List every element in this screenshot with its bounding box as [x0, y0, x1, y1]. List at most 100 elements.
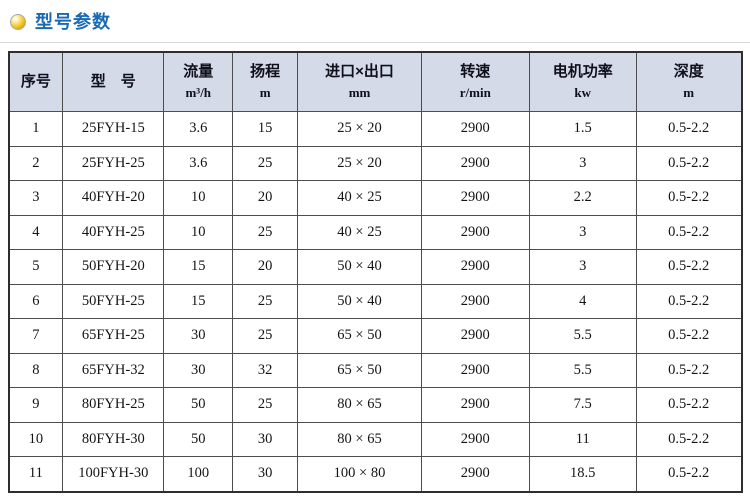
table-cell: 2900 — [421, 456, 530, 492]
table-cell: 2900 — [421, 145, 530, 181]
table-cell: 65FYH-25 — [62, 318, 165, 354]
table-cell: 30 — [163, 352, 234, 388]
table-row: 5 50FYH-20 15 20 50 × 40 2900 3 0.5-2.2 — [7, 249, 743, 285]
table-cell: 5.5 — [528, 352, 637, 388]
table-cell: 100FYH-30 — [62, 456, 165, 492]
table-cell: 3 — [528, 214, 637, 250]
table-cell: 50 — [163, 421, 234, 457]
table-cell: 50 — [163, 387, 234, 423]
table-row: 9 80FYH-25 50 25 80 × 65 2900 7.5 0.5-2.2 — [7, 387, 743, 423]
table-cell: 0.5-2.2 — [635, 180, 743, 216]
column-header: 流量 m³/h — [163, 51, 234, 112]
table-cell: 25 — [232, 318, 298, 354]
table-cell: 7 — [7, 318, 64, 354]
header-row: 序号 型 号 流量 m³/h 扬程 m 进口×出口 mm 转速 r/min 电机功率 kw 深度 m — [7, 51, 743, 112]
column-unit: m — [683, 85, 695, 101]
table-cell: 50FYH-20 — [62, 249, 165, 285]
table-cell: 0.5-2.2 — [635, 214, 743, 250]
table-cell: 9 — [7, 387, 64, 423]
table-cell: 100 × 80 — [296, 456, 423, 492]
table-cell: 2900 — [421, 283, 530, 319]
table-cell: 0.5-2.2 — [635, 145, 743, 181]
column-header: 扬程 m — [232, 51, 298, 112]
column-label: 深度 — [673, 63, 704, 81]
table-row: 11 100FYH-30 100 30 100 × 80 2900 18.5 0.5-2.2 — [7, 456, 743, 492]
table-cell: 3.6 — [163, 111, 234, 147]
table-cell: 2900 — [421, 249, 530, 285]
table-cell: 2900 — [421, 421, 530, 457]
table-cell: 10 — [163, 180, 234, 216]
table-cell: 10 — [163, 214, 234, 250]
table-cell: 2900 — [421, 387, 530, 423]
table-cell: 80 × 65 — [296, 421, 423, 457]
table-cell: 50 × 40 — [296, 249, 423, 285]
column-label: 序号 — [20, 72, 51, 90]
table-body: 1 25FYH-15 3.6 15 25 × 20 2900 1.5 0.5-2.2 2 25FY… — [7, 111, 743, 492]
table-cell: 20 — [232, 180, 298, 216]
table-cell: 0.5-2.2 — [635, 318, 743, 354]
table-cell: 1.5 — [528, 111, 637, 147]
table-cell: 0.5-2.2 — [635, 456, 743, 492]
table-cell: 2900 — [421, 318, 530, 354]
table-cell: 3 — [528, 249, 637, 285]
table-row: 3 40FYH-20 10 20 40 × 25 2900 2.2 0.5-2.2 — [7, 180, 743, 216]
column-unit: r/min — [459, 85, 491, 101]
table-cell: 25FYH-25 — [62, 145, 165, 181]
column-label: 流量 — [183, 63, 214, 81]
table-cell: 18.5 — [528, 456, 637, 492]
table-cell: 40FYH-25 — [62, 214, 165, 250]
table-header: 序号 型 号 流量 m³/h 扬程 m 进口×出口 mm 转速 r/min 电机功率 kw 深度 m — [7, 51, 743, 112]
table-cell: 20 — [232, 249, 298, 285]
table-cell: 40 × 25 — [296, 180, 423, 216]
table-cell: 15 — [232, 111, 298, 147]
table-cell: 0.5-2.2 — [635, 249, 743, 285]
column-label: 电机功率 — [552, 63, 613, 81]
column-unit: kw — [574, 85, 592, 101]
table-cell: 40 × 25 — [296, 214, 423, 250]
table-cell: 4 — [528, 283, 637, 319]
table-cell: 1 — [7, 111, 64, 147]
table-cell: 2900 — [421, 180, 530, 216]
table-cell: 25 — [232, 283, 298, 319]
table-cell: 5.5 — [528, 318, 637, 354]
column-header: 进口×出口 mm — [296, 51, 423, 112]
table-cell: 6 — [7, 283, 64, 319]
column-header: 转速 r/min — [421, 51, 530, 112]
table-cell: 3 — [7, 180, 64, 216]
table-cell: 50FYH-25 — [62, 283, 165, 319]
table-row: 6 50FYH-25 15 25 50 × 40 2900 4 0.5-2.2 — [7, 283, 743, 319]
column-header: 型 号 — [62, 51, 165, 112]
table-row: 7 65FYH-25 30 25 65 × 50 2900 5.5 0.5-2.2 — [7, 318, 743, 354]
table-cell: 5 — [7, 249, 64, 285]
table-cell: 2 — [7, 145, 64, 181]
table-cell: 0.5-2.2 — [635, 283, 743, 319]
table-cell: 2900 — [421, 214, 530, 250]
table-cell: 80FYH-30 — [62, 421, 165, 457]
gold-ball-icon — [10, 14, 26, 30]
column-unit: mm — [348, 85, 371, 101]
table-cell: 0.5-2.2 — [635, 111, 743, 147]
table-cell: 25 × 20 — [296, 111, 423, 147]
title-divider — [0, 42, 750, 43]
table-cell: 0.5-2.2 — [635, 352, 743, 388]
table-cell: 2.2 — [528, 180, 637, 216]
table-cell: 15 — [163, 249, 234, 285]
table-cell: 0.5-2.2 — [635, 387, 743, 423]
column-header: 电机功率 kw — [528, 51, 637, 112]
table-cell: 32 — [232, 352, 298, 388]
table-cell: 10 — [7, 421, 64, 457]
table-cell: 50 × 40 — [296, 283, 423, 319]
column-unit: m³/h — [185, 85, 212, 101]
table-cell: 25 × 20 — [296, 145, 423, 181]
table-cell: 7.5 — [528, 387, 637, 423]
table-cell: 80 × 65 — [296, 387, 423, 423]
table-cell: 30 — [163, 318, 234, 354]
table-row: 1 25FYH-15 3.6 15 25 × 20 2900 1.5 0.5-2.2 — [7, 111, 743, 147]
table-cell: 65 × 50 — [296, 318, 423, 354]
table-cell: 11 — [7, 456, 64, 492]
table-cell: 8 — [7, 352, 64, 388]
table-cell: 3.6 — [163, 145, 234, 181]
column-label: 转速 — [460, 63, 491, 81]
